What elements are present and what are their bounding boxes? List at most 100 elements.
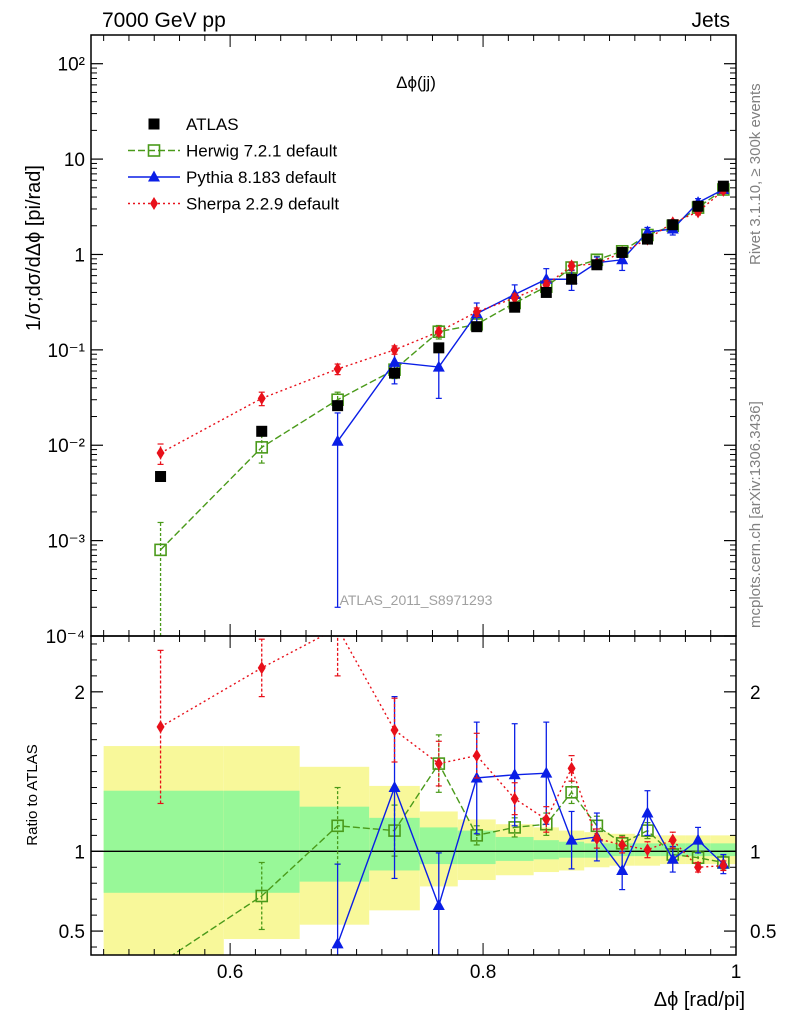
data-point [566,273,578,285]
data-point [333,362,342,376]
data-point [692,200,704,212]
series-main-pythia [331,182,730,608]
rivet-label: Rivet 3.1.10, ≥ 300k events [747,83,764,265]
ratio-y-axis-label: Ratio to ATLAS [24,744,41,845]
stat-uncertainty-band [495,836,534,861]
main-title: Δϕ(jj) [396,73,436,92]
legend-marker [148,170,160,182]
stat-uncertainty-band [223,790,300,893]
ratio-panel: 0.6 0.8 1 0.5 0.5 1 1 2 2 [59,622,776,983]
header-right: Jets [691,9,730,32]
data-point [667,219,679,231]
x-axis-label: Δϕ [rad/pi] [654,989,745,1011]
data-point [331,434,344,446]
data-point [509,301,521,313]
data-point [388,781,401,793]
data-point [432,360,445,372]
legend-marker [150,197,158,210]
y-tick-label: 10⁻¹ [48,341,86,362]
legend-marker [147,144,161,157]
data-point [472,305,481,319]
legend-marker [148,118,160,130]
data-point [388,355,401,367]
data-point [641,233,653,245]
data-point [666,852,679,864]
data-point [567,761,576,775]
y-tick-label: 10 [64,150,85,171]
data-point [155,471,167,483]
data-point [542,812,551,826]
series-main-atlas [155,180,729,483]
y-tick-label: 10² [58,55,85,76]
ratio-y-tick-label: 2 [74,683,85,704]
data-point [471,321,483,333]
main-y-axis-label: 1/σ;dσ/dΔϕ [pi/rad] [23,165,45,331]
data-point [434,325,443,339]
legend-label: Sherpa 2.2.9 default [186,195,339,214]
data-point [255,889,269,903]
data-point [565,833,578,845]
mcplots-label: mcplots.cern.ch [arXiv:1306.3436] [747,401,764,628]
data-point [717,180,729,192]
series-line [160,189,724,454]
data-point [592,832,601,846]
legend-label: ATLAS [186,115,239,134]
ratio-y-tick-label-right: 0.5 [750,922,776,943]
data-point [692,833,705,845]
data-point [510,792,519,806]
y-tick-label: 1 [74,245,85,266]
y-tick-label: 10⁻² [48,436,86,457]
data-point [540,766,553,778]
data-point [154,543,167,557]
legend-label: Herwig 7.2.1 default [186,142,337,161]
data-point [255,441,269,454]
data-point [591,259,603,271]
data-point [156,720,165,734]
data-point [694,860,703,874]
data-point [472,749,481,763]
main-panel: 10⁻⁴ 10⁻³ 10⁻² 10⁻¹ 1 10 10² ATLAS Herwig 7.2.1 … [46,34,737,648]
data-point [331,937,344,949]
data-point [616,863,629,875]
analysis-label: ATLAS_2011_S8971293 [340,592,493,608]
data-point [390,723,399,737]
data-point [510,291,519,305]
data-point [334,622,342,635]
data-point [433,342,445,354]
data-point [565,786,578,799]
y-tick-label: 10⁻⁴ [46,627,85,648]
ratio-y-tick-label: 1 [74,842,85,863]
data-point [389,367,401,379]
header-left: 7000 GeV pp [102,9,226,32]
series-ratio-sherpa [156,622,728,874]
data-point [156,446,165,460]
data-point [616,246,628,258]
data-point [390,343,399,357]
stat-uncertainty-band [457,830,496,865]
data-point [257,391,266,405]
data-point [719,859,728,873]
data-point [332,400,344,412]
series-line [160,636,724,868]
series-main-sherpa [156,183,728,465]
x-tick-label: 1 [731,962,742,983]
data-point [618,838,627,852]
data-point [256,425,268,437]
data-point [643,843,652,857]
data-point [434,757,443,771]
data-point [641,806,654,818]
stat-uncertainty-band [299,806,370,882]
data-point [331,819,344,833]
ratio-y-tick-label-right: 2 [750,683,761,704]
ratio-y-tick-label-right: 1 [750,842,761,863]
y-tick-label: 10⁻³ [48,532,86,553]
ratio-frame [90,635,737,956]
legend-label: Pythia 8.183 default [186,168,337,187]
data-point [432,899,445,911]
data-point [567,259,576,273]
ratio-y-tick-label: 0.5 [59,922,85,943]
x-tick-label: 0.6 [217,962,243,983]
data-point [668,833,677,847]
legend: ATLAS Herwig 7.2.1 default Pythia 8.183 de… [128,115,339,214]
